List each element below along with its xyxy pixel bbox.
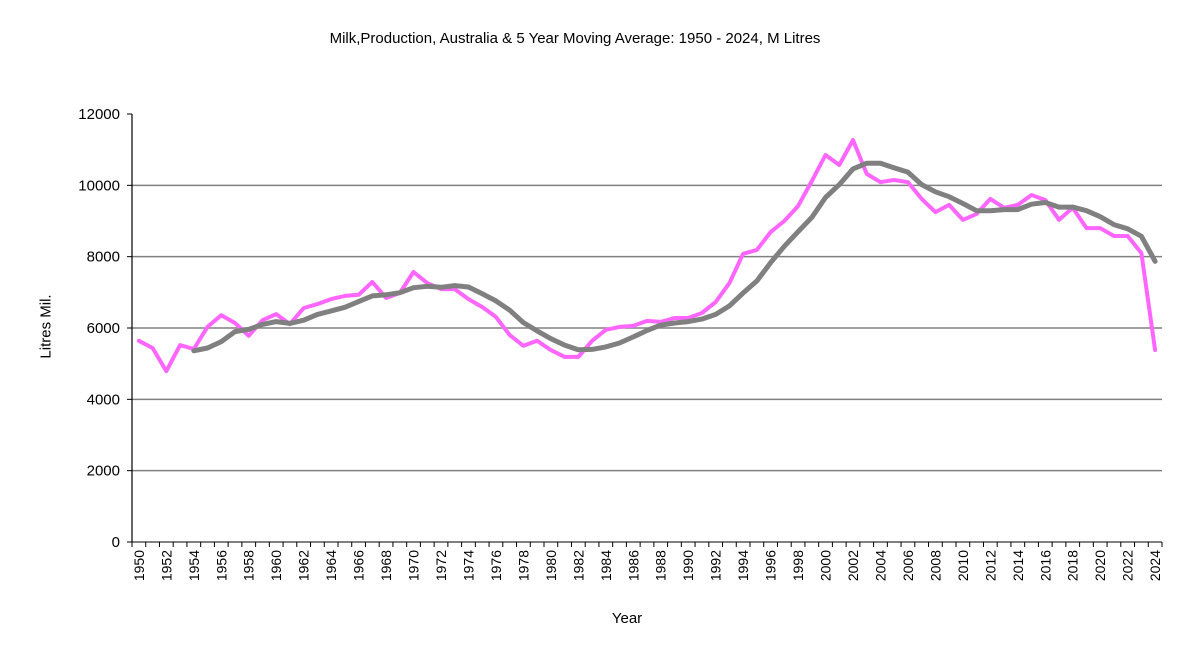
x-tick-label: 1978	[515, 550, 531, 581]
x-tick-label: 1998	[790, 550, 806, 581]
x-tick-label: 2024	[1147, 550, 1163, 581]
x-tick-label: 2008	[927, 550, 943, 581]
x-tick-label: 1954	[186, 550, 202, 581]
x-tick-label: 1962	[296, 550, 312, 581]
x-tick-label: 2002	[845, 550, 861, 581]
x-tick-label: 2020	[1092, 550, 1108, 581]
x-tick-label: 2022	[1120, 550, 1136, 581]
x-tick-label: 2018	[1065, 550, 1081, 581]
x-axis-ticks: 1950 1952 1954 1956 1958 1960 1962 1964 1966 1968…	[131, 542, 1163, 581]
x-tick-label: 1950	[131, 550, 147, 581]
y-axis-ticks: 0 2000 4000 6000 8000 10000 12000	[78, 106, 132, 551]
x-tick-label: 1972	[433, 550, 449, 581]
x-tick-label: 2012	[982, 550, 998, 581]
x-tick-label: 1982	[570, 550, 586, 581]
x-tick-label: 1956	[213, 550, 229, 581]
x-tick-label: 1970	[406, 550, 422, 581]
y-tick-label: 2000	[87, 463, 120, 480]
x-tick-label: 1968	[378, 550, 394, 581]
x-tick-label: 1994	[735, 550, 751, 581]
x-tick-label: 1976	[488, 550, 504, 581]
x-tick-label: 1958	[241, 550, 257, 581]
x-tick-label: 1992	[708, 550, 724, 581]
x-tick-label: 1966	[351, 550, 367, 581]
x-tick-label: 1996	[763, 550, 779, 581]
x-tick-label: 1960	[268, 550, 284, 581]
x-tick-label: 2014	[1010, 550, 1026, 581]
x-tick-label: 1952	[158, 550, 174, 581]
x-tick-label: 1964	[323, 550, 339, 581]
series-line	[136, 138, 1158, 374]
x-tick-label: 2016	[1037, 550, 1053, 581]
x-tick-label: 1980	[543, 550, 559, 581]
y-tick-label: 0	[112, 534, 120, 551]
x-tick-label: 1988	[653, 550, 669, 581]
x-tick-label: 2006	[900, 550, 916, 581]
x-tick-label: 2010	[955, 550, 971, 581]
y-tick-label: 10000	[78, 177, 120, 194]
x-tick-label: 1974	[460, 550, 476, 581]
x-axis-label: Year	[611, 610, 643, 627]
gridlines	[132, 184, 1162, 543]
series-line	[191, 160, 1158, 354]
series-lines	[136, 138, 1158, 374]
x-tick-label: 1990	[680, 550, 696, 581]
x-tick-label: 1984	[598, 550, 614, 581]
x-tick-label: 1986	[625, 550, 641, 581]
y-tick-label: 8000	[87, 249, 120, 266]
x-tick-label: 2004	[872, 550, 888, 581]
y-tick-label: 12000	[78, 106, 120, 123]
x-tick-label: 2000	[818, 550, 834, 581]
chart-title: Milk,Production, Australia & 5 Year Movi…	[329, 30, 821, 47]
y-tick-label: 6000	[87, 320, 120, 337]
y-tick-label: 4000	[87, 391, 120, 408]
